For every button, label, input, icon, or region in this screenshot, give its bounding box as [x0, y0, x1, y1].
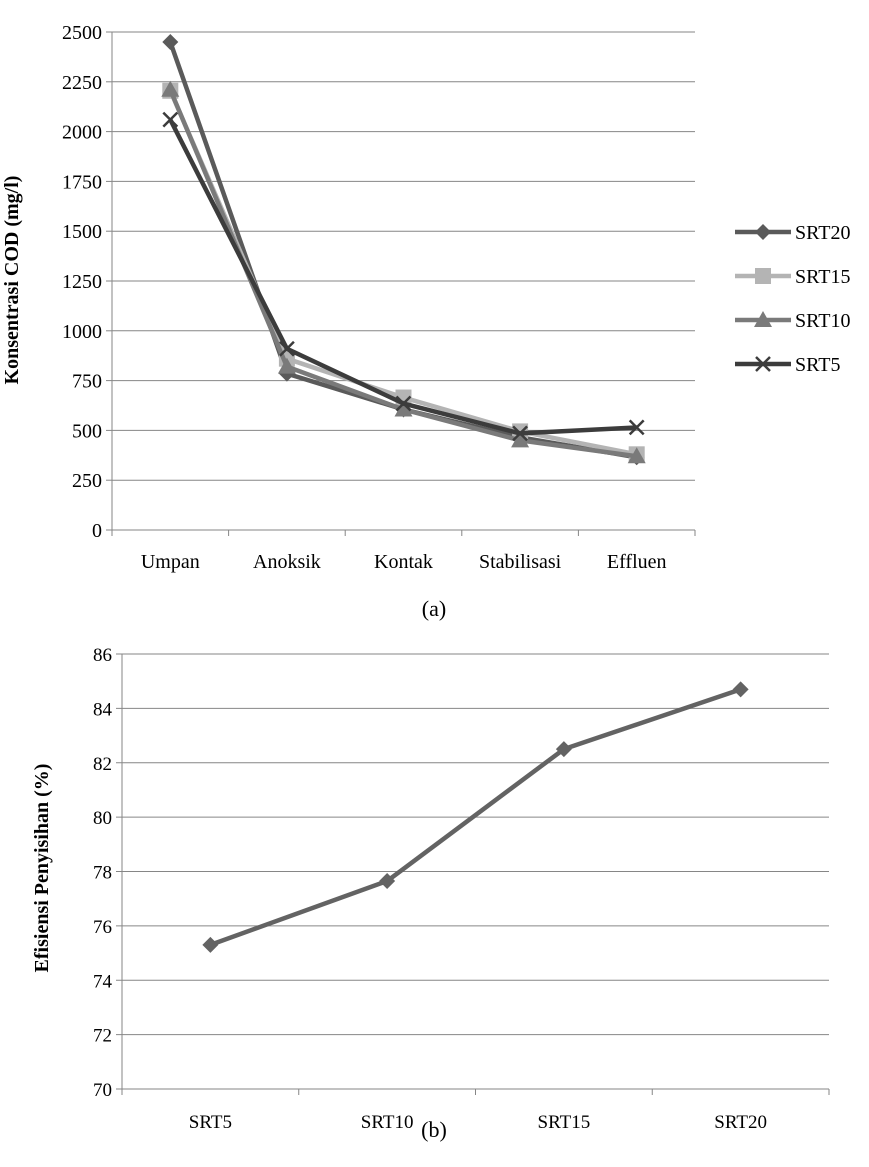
srt5-series-line [168, 118, 637, 436]
y-tick-label: 2250 [62, 72, 102, 94]
x-tick-label: Umpan [141, 551, 200, 573]
removal-efficiency-chart: 70 72 74 76 78 80 82 84 86 SRT5 SRT10 SRT15 SRT20 E… [31, 645, 830, 1142]
legend-swatch-marker [755, 268, 771, 284]
srt10-series-point [627, 447, 646, 464]
y-tick-label: 76 [93, 917, 112, 938]
efficiency-series-line [209, 687, 742, 948]
x-tick-labels: Umpan Anoksik Kontak Stabilisasi Effluen [141, 551, 667, 573]
srt5-series [162, 111, 645, 442]
series-lines [202, 681, 749, 953]
axes [106, 31, 696, 536]
efficiency-series-point [202, 936, 219, 953]
srt10-series-point [277, 357, 296, 374]
y-tick-label: 1750 [62, 171, 102, 193]
y-tick-label: 80 [93, 808, 112, 829]
efficiency-series-point [379, 873, 396, 890]
x-tick-label: SRT5 [189, 1112, 232, 1133]
y-tick-label: 78 [93, 863, 112, 884]
legend-item-srt20: SRT20 [735, 222, 850, 244]
y-tick-label: 2000 [62, 122, 102, 144]
y-tick-label: 84 [93, 699, 113, 720]
y-tick-label: 1500 [62, 221, 102, 243]
srt5-series-point [395, 395, 412, 412]
y-tick-label: 72 [93, 1026, 112, 1047]
srt10-series-point [394, 400, 413, 417]
legend-label: SRT5 [795, 354, 840, 376]
legend-item-srt5: SRT5 [735, 354, 840, 376]
legend-label: SRT10 [795, 310, 850, 332]
srt10-series-point [511, 431, 530, 448]
y-tick-label: 500 [72, 420, 102, 442]
x-tick-labels: SRT5 SRT10 SRT15 SRT20 [189, 1112, 767, 1133]
x-tick-label: SRT15 [538, 1112, 591, 1133]
y-tick-labels: 70 72 74 76 78 80 82 84 86 [93, 645, 113, 1101]
srt5-series-point-stroke-2 [279, 340, 295, 357]
cod-concentration-chart: 0 250 500 750 1000 1250 1500 1750 2000 2250 2500 U… [1, 22, 850, 621]
y-axis-label: Efisiensi Penyisihan (%) [31, 764, 53, 973]
legend-swatch-marker [755, 356, 771, 372]
axes [116, 653, 830, 1095]
series-lines [161, 33, 646, 466]
srt5-series-point [512, 425, 528, 442]
srt5-series-point-stroke-2 [395, 395, 412, 412]
y-tick-label: 1250 [62, 271, 102, 293]
srt5-series-point [628, 419, 645, 436]
x-tick-label: SRT20 [714, 1112, 767, 1133]
y-tick-label: 86 [93, 645, 112, 666]
srt5-series-point-stroke-2 [512, 425, 528, 442]
efficiency-series-point [732, 681, 749, 698]
y-tick-label: 82 [93, 754, 112, 775]
legend-swatch-marker [754, 311, 772, 327]
srt5-series-point-stroke-2 [628, 419, 645, 436]
y-tick-label: 1000 [62, 321, 102, 343]
y-tick-label: 70 [93, 1080, 112, 1101]
y-tick-labels: 0 250 500 750 1000 1250 1500 1750 2000 2250 2500 [62, 22, 102, 542]
legend-label: SRT20 [795, 222, 850, 244]
srt20-series-point [162, 33, 179, 50]
legend-swatch-marker [755, 224, 771, 240]
srt5-series-point [279, 340, 295, 357]
caption-a: (a) [422, 596, 446, 621]
srt10-series-point [161, 80, 180, 97]
y-axis-label: Konsentrasi COD (mg/l) [1, 176, 23, 385]
y-tick-label: 750 [72, 371, 102, 393]
legend: SRT20 SRT15 SRT10 SRT5 [735, 222, 850, 376]
legend-item-srt10: SRT10 [735, 310, 850, 332]
x-tick-label: Kontak [374, 551, 433, 573]
caption-b: (b) [421, 1117, 447, 1142]
x-tick-label: Effluen [607, 551, 667, 573]
y-tick-label: 250 [72, 470, 102, 492]
srt5-series-point [162, 111, 179, 128]
legend-label: SRT15 [795, 266, 850, 288]
x-tick-label: Stabilisasi [479, 551, 562, 573]
srt10-series [161, 80, 646, 464]
y-tick-label: 0 [92, 520, 102, 542]
srt5-series-point-stroke-2 [162, 111, 179, 128]
y-tick-label: 2500 [62, 22, 102, 44]
gridlines [122, 653, 829, 1036]
y-tick-label: 74 [93, 971, 113, 992]
x-tick-label: SRT10 [361, 1112, 414, 1133]
x-tick-label: Anoksik [253, 551, 321, 573]
legend-swatch-marker-stroke-2 [755, 356, 771, 372]
efficiency-series-point [555, 741, 572, 758]
efficiency-series [202, 681, 749, 953]
legend-item-srt15: SRT15 [735, 266, 850, 288]
